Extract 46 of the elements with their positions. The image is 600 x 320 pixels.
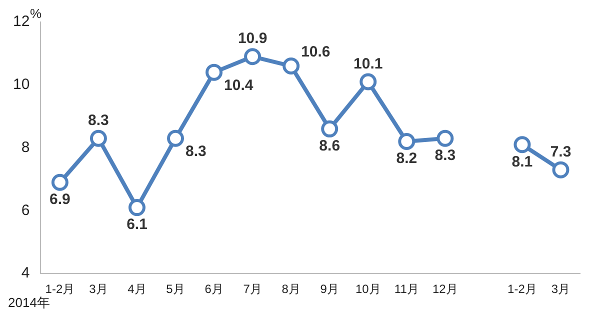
data-label: 8.2 xyxy=(396,150,418,168)
y-tick-label: 8 xyxy=(21,138,30,156)
data-label: 8.6 xyxy=(319,138,340,155)
x-tick-label: 1-2月 xyxy=(45,282,75,296)
x-tick-label: 10月 xyxy=(355,282,381,296)
x-tick-label: 12月 xyxy=(432,282,458,296)
x-tick-label: 7月 xyxy=(243,282,262,296)
x-tick-label: 8月 xyxy=(282,282,300,296)
data-label: 8.3 xyxy=(88,112,109,130)
data-label: 7.3 xyxy=(550,143,572,160)
x-tick-label: 3月 xyxy=(89,282,108,296)
point xyxy=(282,58,300,75)
point xyxy=(244,48,262,66)
y-axis-title: % xyxy=(30,6,42,21)
data-label: 6.1 xyxy=(126,216,148,234)
y-tick-label: 6 xyxy=(21,202,30,219)
data-label: 10.1 xyxy=(354,55,383,72)
point xyxy=(90,130,107,147)
data-label: 10.9 xyxy=(238,30,268,48)
point xyxy=(360,73,377,90)
point xyxy=(436,130,454,147)
y-tick-label: 12 xyxy=(12,13,30,30)
point xyxy=(51,174,68,191)
data-label: 10.4 xyxy=(224,76,254,94)
point xyxy=(206,64,223,81)
point xyxy=(321,120,338,138)
data-label: 6.9 xyxy=(50,191,70,208)
x-tick-label: 11月 xyxy=(394,282,419,296)
point xyxy=(514,136,531,154)
y-tick-label: 4 xyxy=(21,264,30,282)
x-tick-label: 6月 xyxy=(204,282,224,296)
data-label: 8.3 xyxy=(434,147,456,164)
point xyxy=(167,130,184,147)
point xyxy=(552,161,570,178)
data-label: 10.6 xyxy=(301,44,330,61)
y-tick-label: 10 xyxy=(12,76,30,94)
x-tick-label: 5月 xyxy=(166,282,185,296)
data-label: 8.1 xyxy=(512,153,533,170)
x-tick-label: 1-2月 xyxy=(508,282,537,296)
text: 2014年 xyxy=(8,294,50,312)
x-tick-label: 3月 xyxy=(551,282,570,296)
x-tick-label: 4月 xyxy=(128,282,146,296)
data-label: 8.3 xyxy=(186,143,206,160)
x-tick-label: 9月 xyxy=(320,282,339,296)
point xyxy=(398,133,416,150)
point xyxy=(128,199,146,216)
